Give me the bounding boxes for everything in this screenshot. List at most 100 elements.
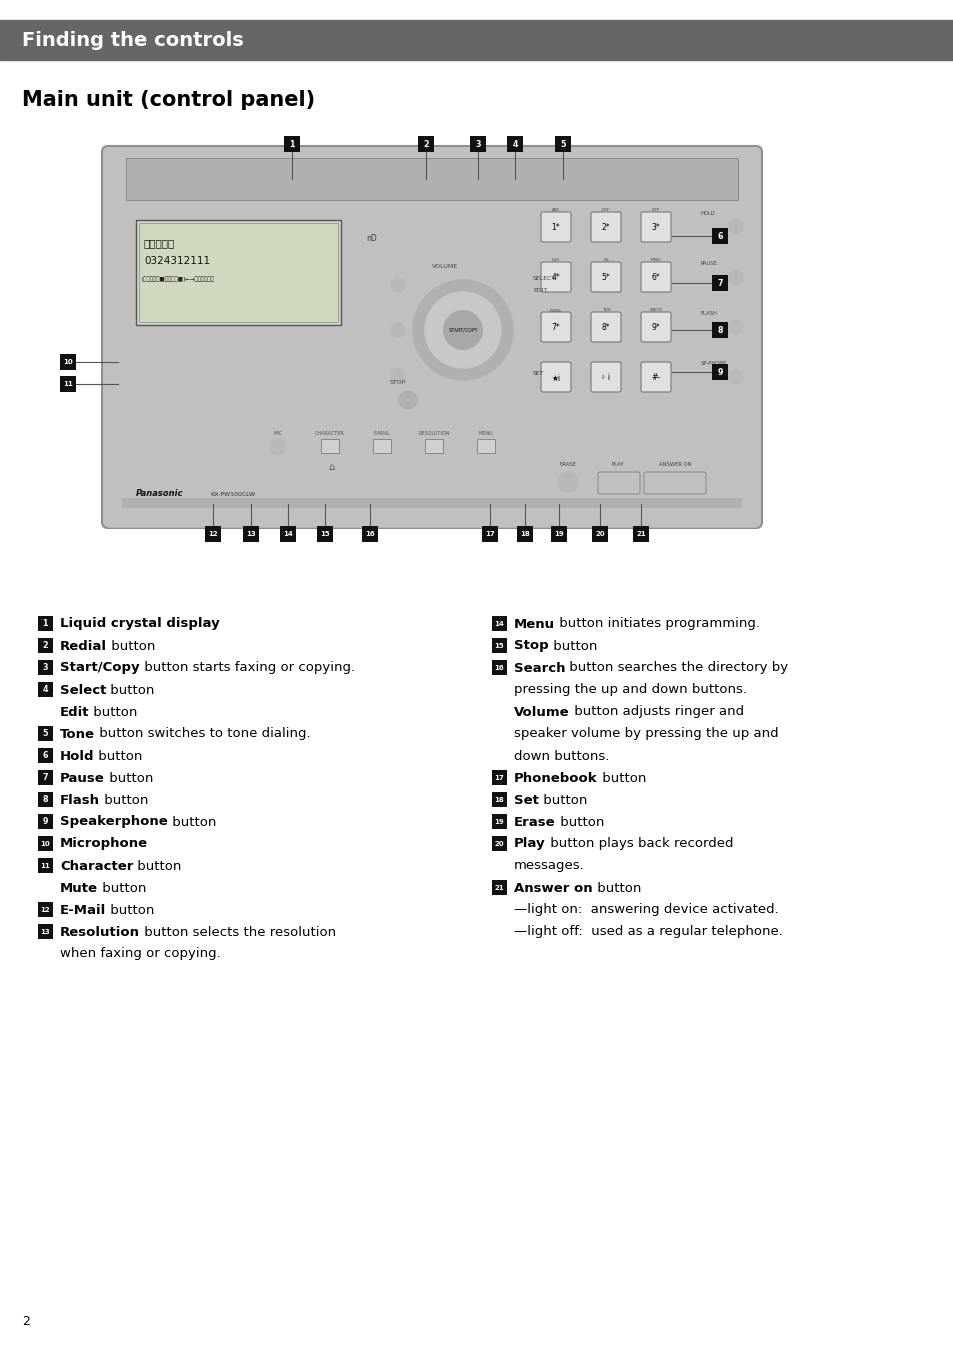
Text: 7*: 7* xyxy=(551,324,559,332)
Text: PLAY: PLAY xyxy=(611,461,623,467)
Text: Flash: Flash xyxy=(60,793,100,807)
Text: button plays back recorded: button plays back recorded xyxy=(545,838,732,850)
Text: #-: #- xyxy=(651,374,659,383)
Text: GHI: GHI xyxy=(552,258,559,262)
Text: SELECT: SELECT xyxy=(533,277,556,281)
Text: 松下　太郎: 松下 太郎 xyxy=(144,237,175,248)
Bar xyxy=(492,792,506,807)
Text: 8*: 8* xyxy=(601,324,610,332)
Text: 6: 6 xyxy=(42,751,48,761)
Text: Answer on: Answer on xyxy=(514,881,592,894)
Text: ABC: ABC xyxy=(551,208,559,212)
Bar xyxy=(0,20,953,59)
Text: 19: 19 xyxy=(554,532,563,537)
Bar xyxy=(60,376,76,393)
Text: Start/Copy: Start/Copy xyxy=(60,661,139,674)
Text: 3*: 3* xyxy=(651,224,659,232)
Circle shape xyxy=(728,270,742,285)
Circle shape xyxy=(391,322,405,337)
Bar xyxy=(126,158,738,200)
Text: E-MAIL: E-MAIL xyxy=(374,430,390,436)
Text: 12: 12 xyxy=(40,907,50,913)
Text: ◦ i: ◦ i xyxy=(600,374,610,383)
Circle shape xyxy=(558,472,578,492)
Text: button initiates programming.: button initiates programming. xyxy=(555,618,760,630)
Text: SP-PHONE: SP-PHONE xyxy=(700,362,726,366)
Text: KX-PW100CLW: KX-PW100CLW xyxy=(210,492,254,496)
Circle shape xyxy=(398,391,416,409)
Text: button: button xyxy=(592,881,640,894)
Bar xyxy=(38,770,53,785)
Text: 14: 14 xyxy=(494,621,503,627)
Bar xyxy=(361,526,377,542)
Bar xyxy=(60,353,76,370)
Text: 7: 7 xyxy=(42,773,48,782)
Circle shape xyxy=(413,281,513,380)
Bar xyxy=(373,438,391,453)
Bar xyxy=(470,136,485,152)
Text: 2: 2 xyxy=(423,140,428,148)
Text: [メモリー残■インク残■]←→かなカナ変換: [メモリー残■インク残■]←→かなカナ変換 xyxy=(142,277,214,282)
Text: ⌂: ⌂ xyxy=(328,461,334,472)
Bar xyxy=(38,660,53,674)
Text: TUV: TUV xyxy=(601,308,610,312)
FancyBboxPatch shape xyxy=(590,262,620,291)
Text: 5*: 5* xyxy=(601,274,610,282)
Text: pressing the up and down buttons.: pressing the up and down buttons. xyxy=(514,684,746,696)
Text: button: button xyxy=(133,859,182,873)
Bar xyxy=(205,526,221,542)
Text: SET: SET xyxy=(533,371,544,376)
Text: ★i: ★i xyxy=(551,374,560,383)
Text: button: button xyxy=(168,816,216,828)
Text: Search: Search xyxy=(514,661,565,674)
Text: Volume: Volume xyxy=(514,706,569,719)
Text: 2*: 2* xyxy=(601,224,610,232)
Text: 8: 8 xyxy=(42,796,48,804)
Text: 2: 2 xyxy=(22,1315,30,1327)
Text: Resolution: Resolution xyxy=(60,925,140,939)
Circle shape xyxy=(424,291,500,368)
Text: 10: 10 xyxy=(40,840,50,847)
Text: 14: 14 xyxy=(283,532,293,537)
Bar xyxy=(492,616,506,631)
Text: START/COPY: START/COPY xyxy=(448,328,477,332)
Text: button: button xyxy=(90,706,138,719)
Text: Microphone: Microphone xyxy=(60,838,148,850)
Text: button: button xyxy=(107,684,154,696)
Bar xyxy=(38,924,53,939)
Text: button: button xyxy=(98,881,146,894)
Text: ANSWER ON: ANSWER ON xyxy=(659,461,691,467)
Bar xyxy=(38,638,53,653)
FancyBboxPatch shape xyxy=(540,312,571,343)
Text: 12: 12 xyxy=(208,532,217,537)
Text: Speakerphone: Speakerphone xyxy=(60,816,168,828)
Bar xyxy=(492,836,506,851)
Text: 4*: 4* xyxy=(551,274,559,282)
Text: button switches to tone dialing.: button switches to tone dialing. xyxy=(95,727,311,741)
Text: nD: nD xyxy=(366,233,376,243)
Bar xyxy=(38,683,53,697)
Text: 17: 17 xyxy=(485,532,495,537)
Text: 4: 4 xyxy=(512,140,517,148)
Text: messages.: messages. xyxy=(514,859,584,873)
Text: button: button xyxy=(100,793,149,807)
Text: 20: 20 xyxy=(595,532,604,537)
Bar xyxy=(633,526,648,542)
Text: button selects the resolution: button selects the resolution xyxy=(140,925,335,939)
Text: FLASH: FLASH xyxy=(700,312,717,316)
Circle shape xyxy=(270,438,286,455)
Text: 16: 16 xyxy=(365,532,375,537)
Bar xyxy=(711,228,727,244)
Text: Erase: Erase xyxy=(514,816,555,828)
Text: 11: 11 xyxy=(40,863,50,869)
Text: CHARACTER: CHARACTER xyxy=(314,430,345,436)
Text: 21: 21 xyxy=(494,885,503,890)
Text: button: button xyxy=(538,793,587,807)
Bar xyxy=(38,616,53,631)
Bar xyxy=(38,836,53,851)
Bar xyxy=(481,526,497,542)
Text: 4: 4 xyxy=(42,685,48,695)
Text: —light on:  answering device activated.: —light on: answering device activated. xyxy=(514,904,778,916)
Text: 17: 17 xyxy=(494,774,503,781)
Text: 9: 9 xyxy=(717,368,722,376)
